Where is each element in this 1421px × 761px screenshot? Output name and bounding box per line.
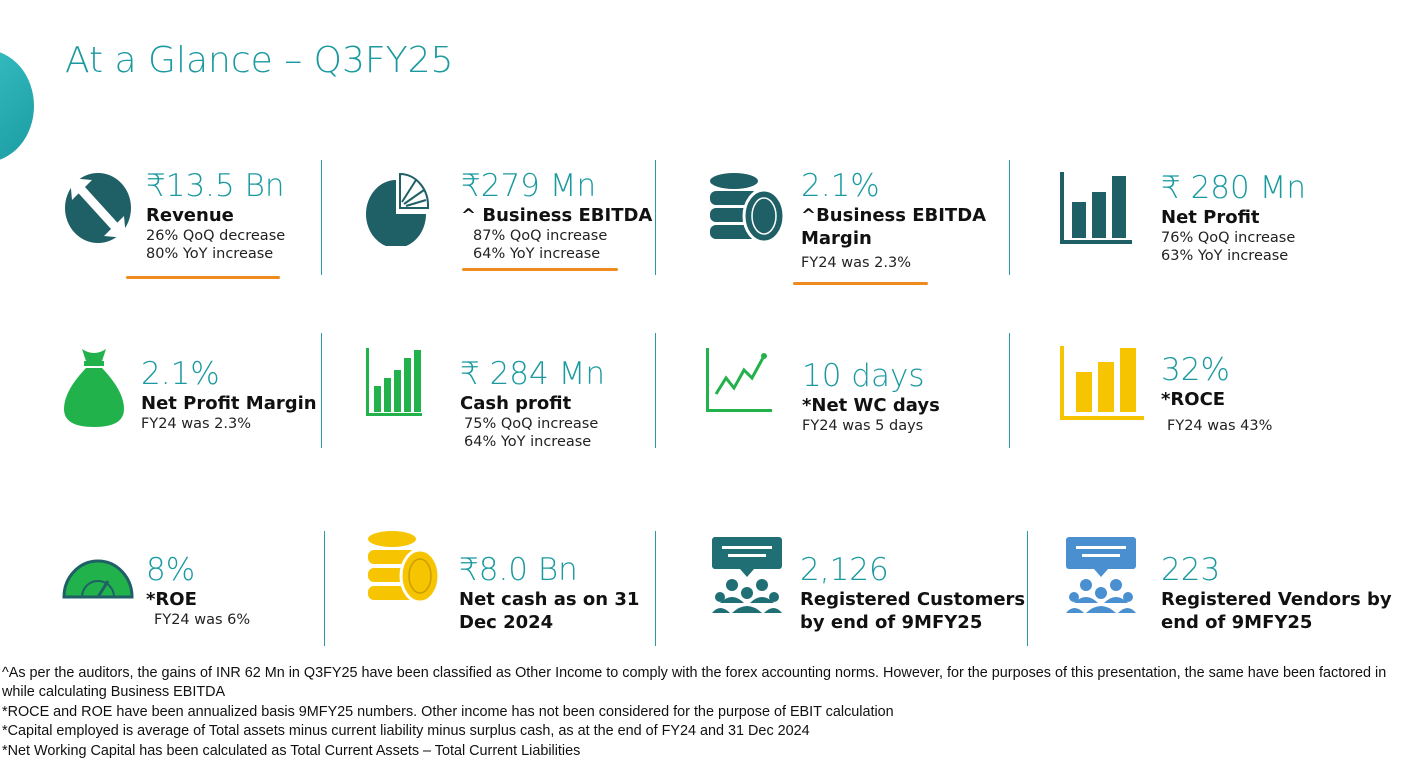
stat-label: Margin	[801, 228, 872, 249]
stat-label: Registered Vendors by	[1161, 589, 1392, 610]
stat-label: Cash profit	[460, 393, 572, 414]
stat-cash-profit: ₹ 284 Mn Cash profit 75% QoQ increase 64…	[460, 356, 605, 451]
stat-sub: 64% YoY increase	[464, 434, 592, 450]
stat-roce: 32% *ROCE FY24 was 43%	[1161, 352, 1272, 435]
line-chart-icon	[706, 348, 772, 412]
stat-label: *ROCE	[1161, 389, 1226, 410]
divider	[321, 333, 322, 448]
divider	[321, 160, 322, 275]
stat-value: ₹13.5 Bn	[146, 168, 285, 204]
stat-sub: FY24 was 6%	[154, 612, 251, 628]
stat-label: end of 9MFY25	[1161, 612, 1313, 633]
page-title: At a Glance – Q3FY25	[65, 40, 454, 81]
footnotes: ^As per the auditors, the gains of INR 6…	[2, 664, 1417, 761]
pie-chart-icon	[366, 172, 430, 246]
stat-sub: FY24 was 43%	[1167, 418, 1273, 434]
money-bag-icon	[64, 349, 124, 427]
stat-business-ebitda: ₹279 Mn ^ Business EBITDA 87% QoQ increa…	[461, 168, 652, 263]
footnote: *Net Working Capital has been calculated…	[2, 742, 581, 759]
stat-value: 2,126	[800, 552, 889, 588]
stat-revenue: ₹13.5 Bn Revenue 26% QoQ decrease 80% Yo…	[146, 168, 285, 263]
yellow-bar-chart-icon	[1060, 346, 1144, 420]
stat-value: 2.1%	[141, 356, 220, 392]
stat-sub: 63% YoY increase	[1161, 248, 1289, 264]
stat-label: *Net WC days	[802, 395, 940, 416]
stat-value: ₹ 284 Mn	[460, 356, 605, 392]
stat-sub: 64% YoY increase	[473, 246, 601, 262]
stat-value: ₹8.0 Bn	[459, 552, 578, 588]
stat-sub: FY24 was 5 days	[802, 418, 924, 434]
bar-chart-icon	[1060, 172, 1132, 244]
stat-business-ebitda-margin: 2.1% ^Business EBITDA Margin FY24 was 2.…	[801, 168, 986, 272]
stat-value: 8%	[146, 552, 196, 588]
highlight-underline	[793, 282, 928, 285]
stat-label: Registered Customers	[800, 589, 1026, 610]
divider	[324, 531, 325, 646]
divider	[655, 531, 656, 646]
stat-sub: FY24 was 2.3%	[801, 255, 912, 271]
stat-value: 10 days	[802, 358, 925, 394]
vendors-chat-icon	[1066, 537, 1136, 613]
stat-label: *ROE	[146, 589, 197, 610]
stat-sub: 87% QoQ increase	[473, 228, 608, 244]
stat-label: Net Profit Margin	[141, 393, 317, 414]
stat-net-wc-days: 10 days *Net WC days FY24 was 5 days	[802, 358, 940, 435]
gauge-icon	[62, 559, 134, 599]
divider	[1027, 531, 1028, 646]
rising-bar-chart-icon	[366, 348, 422, 416]
stat-net-profit-margin: 2.1% Net Profit Margin FY24 was 2.3%	[141, 356, 317, 433]
divider	[1009, 333, 1010, 448]
stat-label: ^Business EBITDA	[801, 205, 987, 226]
stat-registered-vendors: 223 Registered Vendors by end of 9MFY25	[1161, 552, 1392, 634]
stat-net-cash: ₹8.0 Bn Net cash as on 31 Dec 2024	[459, 552, 639, 634]
stat-sub: 76% QoQ increase	[1161, 230, 1296, 246]
stat-label: ^ Business EBITDA	[461, 205, 653, 226]
stat-sub: 26% QoQ decrease	[146, 228, 286, 244]
footnote: *Capital employed is average of Total as…	[2, 723, 810, 740]
highlight-underline	[462, 268, 618, 271]
stat-label: Revenue	[146, 205, 234, 226]
stat-sub: 80% YoY increase	[146, 246, 274, 262]
decorative-circle	[0, 50, 34, 162]
divider	[1009, 160, 1010, 275]
stat-label: Dec 2024	[459, 612, 554, 633]
divider	[655, 160, 656, 275]
stat-label: Net Profit	[1161, 207, 1260, 228]
customers-chat-icon	[712, 537, 782, 613]
resize-circle-icon	[65, 173, 131, 243]
stat-sub: 75% QoQ increase	[464, 416, 599, 432]
footnote: *ROCE and ROE have been annualized basis…	[2, 703, 894, 720]
stat-value: ₹ 280 Mn	[1161, 170, 1306, 206]
stat-sub: FY24 was 2.3%	[141, 416, 252, 432]
stat-value: 32%	[1161, 352, 1230, 388]
stat-value: 2.1%	[801, 168, 880, 204]
stat-value: ₹279 Mn	[461, 168, 597, 204]
divider	[655, 333, 656, 448]
footnote: ^As per the auditors, the gains of INR 6…	[2, 665, 1387, 701]
stat-registered-customers: 2,126 Registered Customers by end of 9MF…	[800, 552, 1025, 634]
highlight-underline	[126, 276, 280, 279]
database-coin-icon	[710, 173, 784, 244]
stat-roe: 8% *ROE FY24 was 6%	[146, 552, 250, 629]
stat-label: by end of 9MFY25	[800, 612, 983, 633]
stat-label: Net cash as on 31	[459, 589, 640, 610]
stat-value: 223	[1161, 552, 1221, 588]
coin-stack-icon	[368, 531, 440, 604]
stat-net-profit: ₹ 280 Mn Net Profit 76% QoQ increase 63%…	[1161, 170, 1306, 265]
